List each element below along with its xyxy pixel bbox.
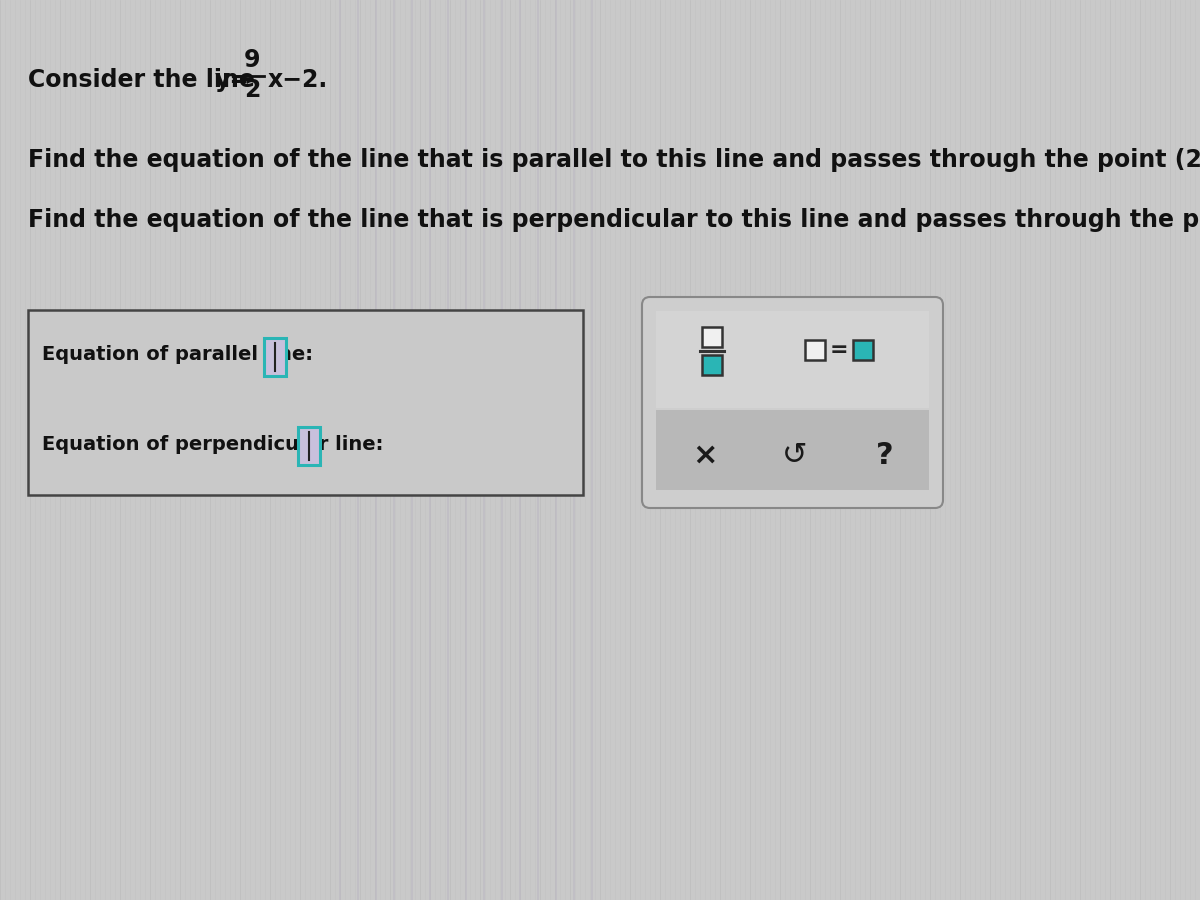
FancyBboxPatch shape bbox=[298, 427, 320, 465]
Text: ?: ? bbox=[876, 441, 894, 470]
FancyBboxPatch shape bbox=[642, 297, 943, 508]
Text: 2: 2 bbox=[244, 78, 260, 102]
FancyBboxPatch shape bbox=[656, 410, 929, 490]
Text: Equation of parallel line:: Equation of parallel line: bbox=[42, 346, 313, 365]
FancyBboxPatch shape bbox=[656, 311, 929, 409]
FancyBboxPatch shape bbox=[702, 327, 722, 347]
FancyBboxPatch shape bbox=[264, 338, 286, 376]
Text: Find the equation of the line that is parallel to this line and passes through t: Find the equation of the line that is pa… bbox=[28, 148, 1200, 172]
Text: 9: 9 bbox=[244, 48, 260, 72]
Text: y=: y= bbox=[215, 68, 250, 92]
Text: Equation of perpendicular line:: Equation of perpendicular line: bbox=[42, 436, 383, 454]
Text: ×: × bbox=[692, 441, 718, 470]
Text: ↺: ↺ bbox=[782, 441, 808, 470]
Text: Consider the line: Consider the line bbox=[28, 68, 263, 92]
FancyBboxPatch shape bbox=[28, 310, 583, 495]
FancyBboxPatch shape bbox=[853, 340, 874, 360]
FancyBboxPatch shape bbox=[805, 340, 826, 360]
Text: =: = bbox=[829, 340, 848, 360]
Text: Find the equation of the line that is perpendicular to this line and passes thro: Find the equation of the line that is pe… bbox=[28, 208, 1200, 232]
FancyBboxPatch shape bbox=[702, 355, 722, 375]
Text: x−2.: x−2. bbox=[268, 68, 329, 92]
